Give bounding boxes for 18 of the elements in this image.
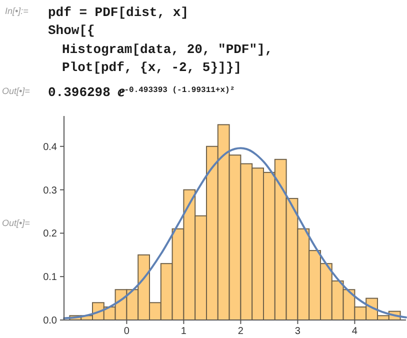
y-tick-label: 0.2 [43,228,58,240]
text: Plot[pdf, {x, -2, 5}]}] [62,60,242,75]
y-tick-label: 0.0 [43,316,58,326]
x-tick-label: 4 [352,326,358,337]
text: Show[{ [48,23,95,38]
text: Histogram[data, 20, "PDF"], [62,42,273,57]
text: Out[•]= [2,218,30,228]
x-tick-label: 1 [180,326,187,337]
text: pdf = PDF[dist, x] [48,5,188,20]
text: In[•]:= [5,6,28,16]
y-tick-label: 0.3 [43,185,58,196]
x-tick-label: 0 [124,326,130,337]
y-tick-label: 0.4 [43,142,58,153]
x-tick-label: 3 [294,326,301,337]
text: Out[•]= [2,86,30,96]
x-tick-label: 2 [238,326,244,337]
y-tick-label: 0.1 [43,272,58,284]
text: 0.396298 ⅇ$^{-0.493393 (-1.99311+x)²}$ [48,85,235,100]
